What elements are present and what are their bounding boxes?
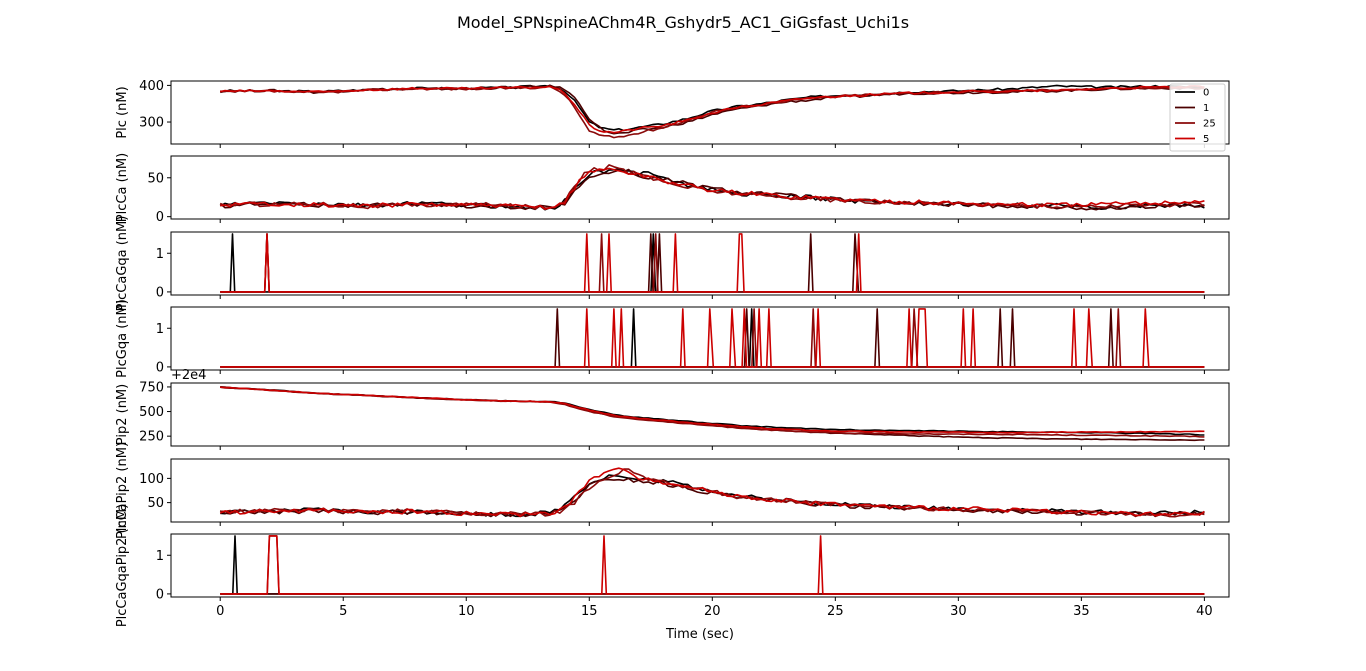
legend-box	[1169, 83, 1226, 152]
subplot-1: 300 400 Plc (nM)	[115, 79, 1230, 148]
axes-frame	[170, 458, 1230, 523]
series-line-1	[220, 233, 1205, 293]
subplot-7: 0 5 10 15 20 25 30 35 40 0 1 PlcCaGqaPip2 (nM)	[115, 504, 1230, 627]
axes-frame	[170, 155, 1230, 220]
legend-label-1: 1	[1203, 103, 1209, 114]
y-tick-label: 50	[147, 171, 164, 186]
series-line-0	[220, 386, 1205, 436]
subplot-5: 250 500 750 Pip2 (nM) +2e4	[115, 368, 1230, 450]
y-tick-label: 1	[156, 322, 164, 337]
x-tick-label: 15	[581, 604, 598, 619]
x-tick-label: 0	[216, 604, 224, 619]
x-tick-label: 25	[827, 604, 844, 619]
y-tick-label: 500	[139, 405, 164, 420]
axes-frame	[170, 382, 1230, 447]
legend-label-25: 25	[1203, 119, 1216, 130]
x-axis-label: Time (sec)	[665, 627, 734, 642]
subplot-6: 50 100 PlcCaPip2 (nM)	[115, 442, 1230, 539]
y-tick-label: 50	[147, 496, 164, 511]
series-group	[220, 535, 1205, 595]
subplot-2: 0 50 PlcCa (nM)	[115, 153, 1230, 225]
y-tick-label: 250	[139, 430, 164, 445]
series-line-5	[220, 535, 1205, 595]
axes-frame	[170, 80, 1230, 145]
y-axis-label: PlcGqa (nM)	[115, 299, 130, 378]
y-tick-label: 0	[156, 360, 164, 375]
y-tick-label: 0	[156, 587, 164, 602]
x-tick-label: 30	[950, 604, 967, 619]
y-tick-label: 0	[156, 210, 164, 225]
series-group	[220, 84, 1205, 139]
x-tick-label: 5	[339, 604, 347, 619]
legend-label-0: 0	[1203, 88, 1209, 99]
y-tick-label: 1	[156, 549, 164, 564]
series-line-5	[220, 233, 1205, 293]
y-tick-label: 750	[139, 380, 164, 395]
series-group	[220, 386, 1205, 442]
y-axis-label: PlcCaGqa (nM)	[115, 216, 130, 312]
axes-frame	[170, 533, 1230, 598]
series-line-25	[220, 85, 1205, 139]
subplot-4: 0 1 PlcGqa (nM)	[115, 299, 1230, 378]
subplot-3: 0 1 PlcCaGqa (nM)	[115, 216, 1230, 312]
series-group	[219, 467, 1205, 518]
y-tick-label: 1	[156, 247, 164, 262]
series-line-5	[220, 167, 1205, 211]
series-line-25	[220, 233, 1205, 293]
x-tick-label: 20	[704, 604, 721, 619]
y-axis-label: Pip2 (nM)	[115, 384, 130, 445]
y-axis-label: Plc (nM)	[115, 86, 130, 138]
y-tick-label: 100	[139, 472, 164, 487]
y-offset-label: +2e4	[171, 368, 206, 383]
series-line-0	[219, 168, 1205, 211]
series-line-5	[220, 308, 1205, 368]
series-line-0	[220, 233, 1205, 293]
series-line-5	[219, 467, 1205, 518]
y-tick-label: 300	[139, 116, 164, 131]
y-axis-label: PlcCaGqaPip2 (nM)	[115, 504, 130, 627]
series-line-0	[220, 535, 1205, 595]
series-line-5	[220, 85, 1205, 134]
y-tick-label: 0	[156, 285, 164, 300]
axes-frame	[170, 231, 1230, 296]
series-group	[220, 233, 1205, 293]
series-group	[219, 164, 1205, 211]
y-tick-label: 400	[139, 79, 164, 94]
x-tick-label: 40	[1196, 604, 1213, 619]
x-tick-label: 35	[1073, 604, 1090, 619]
legend: 0 1 25 5	[1169, 83, 1226, 152]
series-line-5	[220, 386, 1205, 434]
chart-title: Model_SPNspineAChm4R_Gshydr5_AC1_GiGsfas…	[457, 13, 909, 33]
legend-label-5: 5	[1203, 134, 1209, 145]
x-tick-label: 10	[458, 604, 475, 619]
axes-frame	[170, 306, 1230, 371]
y-axis-label: PlcCa (nM)	[115, 153, 130, 222]
series-line-25	[220, 535, 1205, 595]
y-axis-label: PlcCaPip2 (nM)	[115, 442, 130, 539]
series-group	[220, 308, 1205, 368]
